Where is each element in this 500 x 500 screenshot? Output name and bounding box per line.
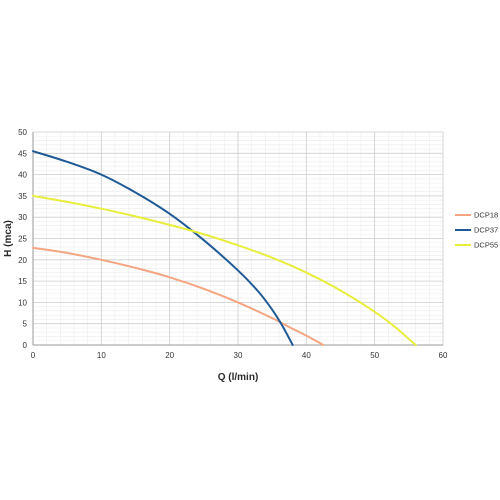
legend-label-dcp18: DCP18: [474, 211, 498, 220]
y-tick-label: 50: [18, 128, 27, 137]
y-tick-label: 25: [18, 235, 27, 244]
x-tick-label: 50: [370, 351, 379, 360]
x-tick-label: 40: [302, 351, 311, 360]
y-tick-label: 0: [23, 341, 28, 350]
y-tick-label: 30: [18, 213, 27, 222]
y-tick-label: 35: [18, 192, 27, 201]
x-tick-label: 60: [439, 351, 448, 360]
y-axis-title: H (mca): [3, 220, 14, 257]
x-tick-label: 20: [165, 351, 174, 360]
series-line-dcp55: [32, 194, 417, 346]
x-tick-label: 10: [97, 351, 106, 360]
series-lines: [32, 150, 417, 346]
x-tick-label: 30: [234, 351, 243, 360]
grid: [32, 131, 444, 346]
series-line-dcp37: [32, 150, 294, 346]
y-tick-label: 15: [18, 277, 27, 286]
x-axis-title: Q (l/min): [218, 372, 259, 383]
axes: 0 10 20 30 40 50 60 0 5 10 15 20 25 30 35 40 45 50: [18, 128, 448, 360]
y-tick-label: 40: [18, 171, 27, 180]
series-line-dcp18: [32, 246, 325, 346]
y-tick-label: 5: [23, 320, 28, 329]
y-tick-label: 10: [18, 298, 27, 307]
legend: DCP18 DCP37 DCP55: [455, 211, 498, 250]
y-tick-label: 45: [18, 149, 27, 158]
legend-label-dcp55: DCP55: [474, 241, 498, 250]
y-tick-label: 20: [18, 256, 27, 265]
legend-label-dcp37: DCP37: [474, 226, 498, 235]
x-tick-label: 0: [31, 351, 36, 360]
